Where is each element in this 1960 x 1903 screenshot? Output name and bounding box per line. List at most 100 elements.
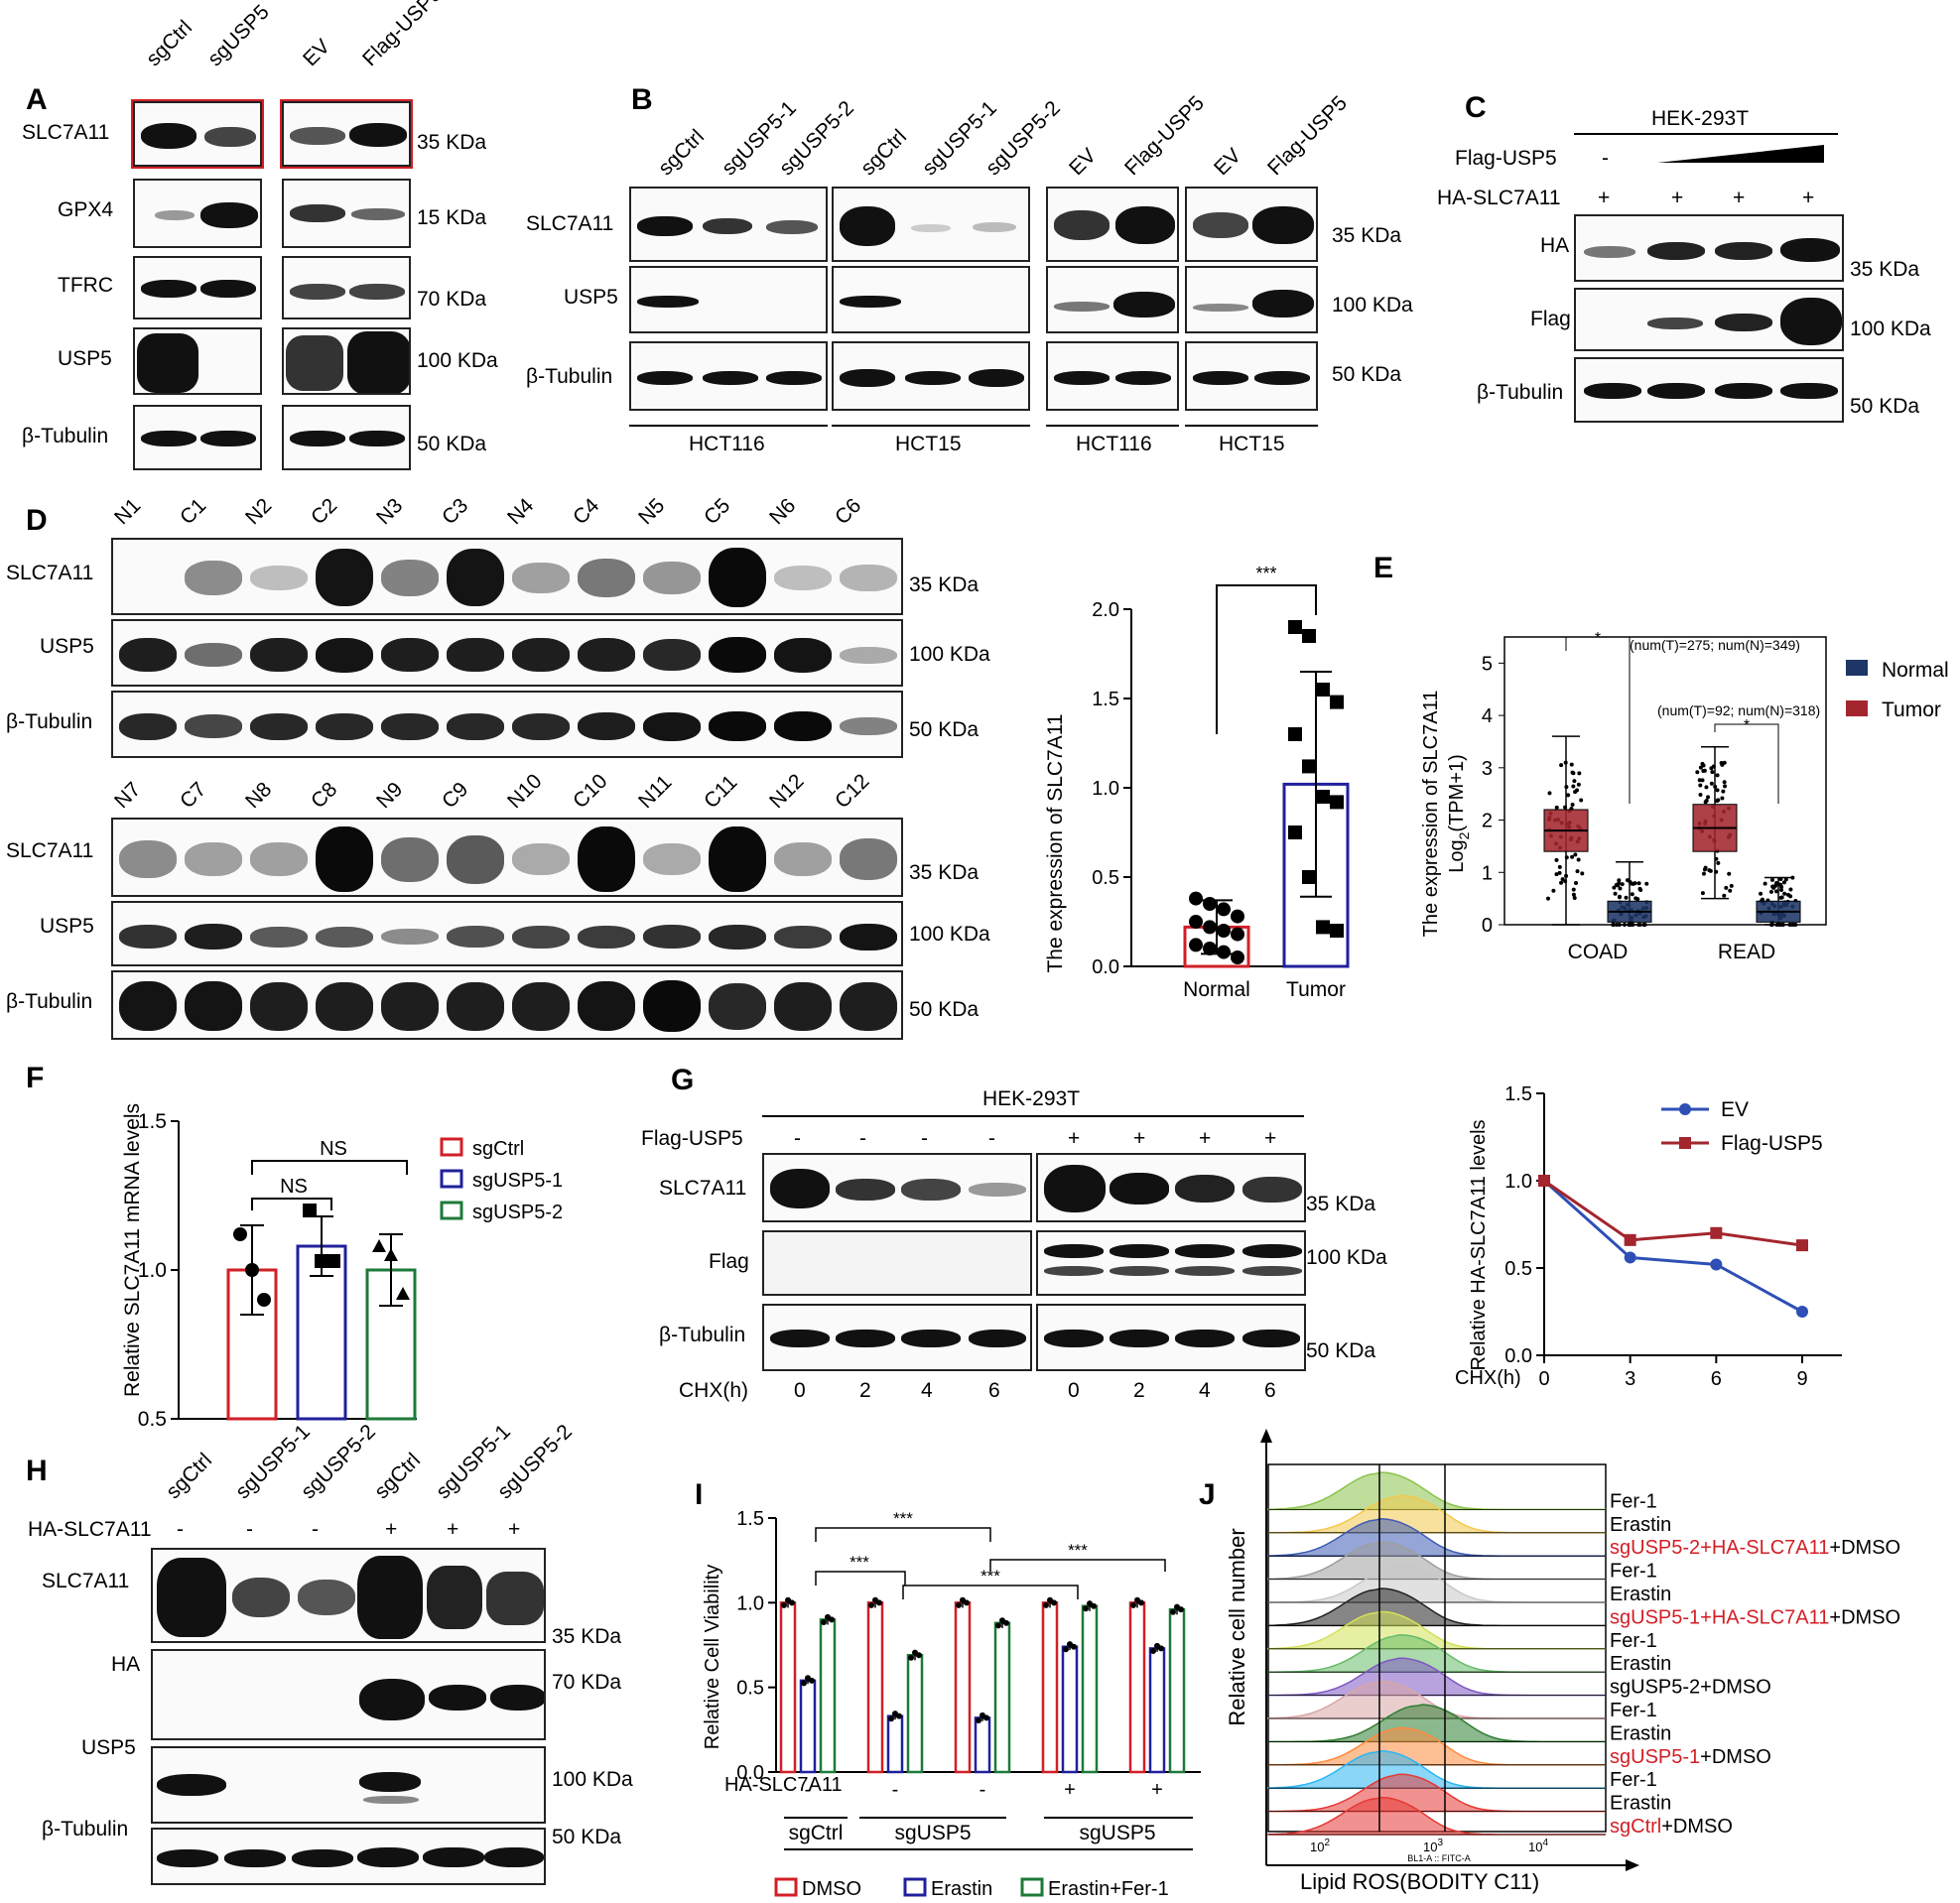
size-marker: 50 KDa bbox=[1332, 363, 1402, 386]
jitter-point bbox=[1563, 805, 1568, 810]
lane-label: N10 bbox=[503, 769, 547, 814]
data-point bbox=[233, 1227, 247, 1241]
protein-band bbox=[774, 565, 832, 590]
y-tick-label: 1.5 bbox=[736, 1508, 764, 1530]
track-label-text: Fer-1 bbox=[1610, 1561, 1657, 1583]
data-point bbox=[1063, 1646, 1069, 1653]
jitter-point bbox=[1781, 880, 1786, 885]
data-point bbox=[999, 1617, 1005, 1624]
protein-band bbox=[250, 926, 308, 948]
lane-label: Flag-USP5 bbox=[1263, 91, 1352, 181]
jitter-point bbox=[1620, 882, 1625, 887]
protein-band bbox=[447, 926, 504, 948]
lane-label: C12 bbox=[831, 769, 874, 814]
lane-label: N8 bbox=[241, 778, 277, 814]
lane-label: sgCtrl bbox=[856, 125, 912, 181]
jitter-point bbox=[1778, 876, 1783, 881]
jitter-point bbox=[1698, 765, 1703, 770]
lane-label: sgUSP5 bbox=[203, 0, 274, 71]
jitter-point bbox=[1546, 896, 1550, 901]
chx-value: 4 bbox=[921, 1379, 933, 1402]
size-marker: 50 KDa bbox=[909, 718, 980, 741]
protein-band bbox=[709, 982, 766, 1030]
data-point bbox=[960, 1596, 966, 1603]
western-blot bbox=[1185, 266, 1318, 333]
lane-label: C9 bbox=[438, 778, 473, 814]
jitter-point bbox=[1772, 883, 1777, 888]
track-label: sgUSP5-1+DMSO bbox=[1610, 1746, 1771, 1768]
jitter-point bbox=[1611, 923, 1616, 927]
x-tick-label: READ bbox=[1718, 941, 1775, 963]
row-label: USP5 bbox=[81, 1736, 136, 1759]
y-tick-label: 0.5 bbox=[1504, 1258, 1532, 1280]
protein-band bbox=[578, 981, 635, 1031]
jitter-point bbox=[1576, 782, 1581, 787]
chx-value: 0 bbox=[794, 1379, 806, 1402]
western-blot bbox=[282, 179, 411, 248]
group-line bbox=[1185, 425, 1318, 427]
track-label: Erastin bbox=[1610, 1722, 1671, 1744]
jitter-point bbox=[1711, 764, 1716, 769]
row-label: SLC7A11 bbox=[659, 1177, 747, 1200]
track-label-red: sgUSP5-2+HA-SLC7A11 bbox=[1610, 1537, 1829, 1559]
jitter-point bbox=[1759, 891, 1764, 896]
western-blot bbox=[133, 101, 262, 167]
data-point bbox=[781, 1601, 787, 1608]
protein-band bbox=[840, 838, 897, 880]
y-tick-label: 0.5 bbox=[736, 1678, 764, 1700]
jitter-point bbox=[1722, 780, 1727, 785]
protein-band bbox=[185, 842, 242, 876]
protein-band bbox=[250, 981, 308, 1031]
jitter-point bbox=[1615, 923, 1620, 927]
western-blot bbox=[762, 1153, 1032, 1222]
jitter-point bbox=[1617, 881, 1622, 886]
protein-band bbox=[381, 981, 439, 1031]
data-point bbox=[1288, 620, 1302, 634]
protein-band bbox=[774, 925, 832, 949]
panel-label-f: F bbox=[26, 1062, 45, 1094]
western-blot bbox=[111, 691, 903, 758]
data-point bbox=[1067, 1641, 1073, 1648]
protein-band bbox=[578, 638, 635, 672]
treatment-sign: + bbox=[1733, 187, 1746, 209]
jitter-point bbox=[1695, 770, 1700, 775]
row-label: TFRC bbox=[58, 274, 113, 297]
jitter-point bbox=[1778, 895, 1783, 900]
treatment-label: HA-SLC7A11 bbox=[28, 1518, 152, 1541]
size-marker: 100 KDa bbox=[1306, 1246, 1387, 1269]
chx-value: 2 bbox=[1133, 1379, 1145, 1402]
treatment-sign: + bbox=[1264, 1127, 1277, 1150]
data-point bbox=[1330, 795, 1344, 810]
y-tick-label: 1.0 bbox=[736, 1592, 764, 1614]
track-label-text: Erastin bbox=[1610, 1653, 1671, 1675]
axis-arrow bbox=[1626, 1859, 1639, 1871]
y-tick-label: 0 bbox=[1482, 915, 1493, 937]
data-point bbox=[1330, 924, 1344, 938]
protein-band bbox=[185, 714, 242, 738]
group-label: HCT15 bbox=[895, 433, 962, 455]
western-blot bbox=[1185, 187, 1318, 262]
size-marker: 35 KDa bbox=[1306, 1193, 1376, 1215]
jitter-point bbox=[1571, 784, 1576, 789]
western-blot bbox=[1574, 288, 1844, 351]
bar bbox=[993, 1621, 1011, 1774]
y-tick-label: 0.0 bbox=[736, 1762, 764, 1784]
size-marker: 15 KDa bbox=[417, 206, 487, 229]
lane-label: C11 bbox=[700, 770, 742, 814]
treatment-sign: - bbox=[980, 1779, 986, 1801]
western-blot bbox=[1574, 214, 1844, 282]
data-point bbox=[888, 1715, 894, 1722]
x-tick-label: 6 bbox=[1711, 1368, 1722, 1390]
box-plot-chart: The expression of SLC7A11 Log2(TPM+1) 0 1… bbox=[1420, 630, 1949, 963]
y-tick-label: 1 bbox=[1482, 862, 1493, 884]
significance-bracket bbox=[251, 1198, 332, 1210]
bar bbox=[1081, 1604, 1099, 1774]
significance-bracket bbox=[815, 1527, 991, 1542]
legend-entry: DMSO bbox=[802, 1878, 861, 1900]
row-label: SLC7A11 bbox=[22, 121, 110, 144]
western-blot bbox=[151, 1828, 546, 1885]
data-point bbox=[1189, 915, 1203, 929]
protein-band bbox=[381, 559, 439, 596]
panel-label-c: C bbox=[1465, 91, 1487, 124]
jitter-point bbox=[1571, 887, 1576, 892]
